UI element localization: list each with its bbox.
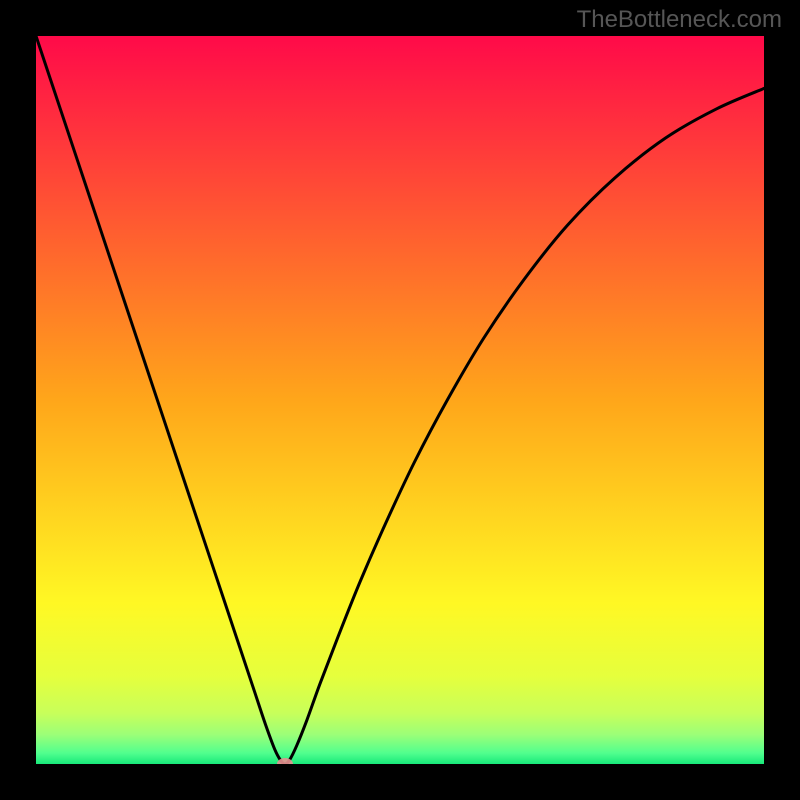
watermark-text: TheBottleneck.com — [577, 6, 782, 34]
chart-frame: TheBottleneck.com — [0, 0, 800, 800]
bottleneck-chart — [36, 36, 764, 764]
